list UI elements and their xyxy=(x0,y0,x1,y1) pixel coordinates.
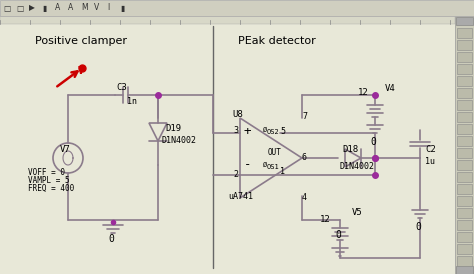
Text: 2: 2 xyxy=(233,170,238,179)
Text: Ø: Ø xyxy=(263,162,267,168)
Bar xyxy=(457,136,472,146)
Text: 7: 7 xyxy=(302,112,307,121)
Text: 1: 1 xyxy=(280,167,285,176)
Text: D19: D19 xyxy=(165,124,181,133)
Text: D1N4002: D1N4002 xyxy=(162,136,197,145)
Text: 5: 5 xyxy=(280,127,285,136)
Text: 0: 0 xyxy=(370,137,376,147)
Bar xyxy=(457,244,472,254)
Text: D18: D18 xyxy=(342,145,358,154)
Bar xyxy=(457,64,472,74)
Text: I: I xyxy=(107,4,109,13)
Bar xyxy=(457,160,472,170)
Text: 1n: 1n xyxy=(127,97,137,106)
Bar xyxy=(457,172,472,182)
Text: D1N4002: D1N4002 xyxy=(340,162,375,171)
Bar xyxy=(0,16,455,24)
Text: Positive clamper: Positive clamper xyxy=(35,36,127,46)
Text: 0: 0 xyxy=(108,234,114,244)
Text: ▮: ▮ xyxy=(120,4,124,13)
Bar xyxy=(457,88,472,98)
Text: 0: 0 xyxy=(415,222,421,232)
Text: -: - xyxy=(244,158,252,171)
Text: +: + xyxy=(244,125,252,138)
Text: U8: U8 xyxy=(232,110,243,119)
Bar xyxy=(457,40,472,50)
Text: Ø: Ø xyxy=(263,127,267,133)
Text: OS2: OS2 xyxy=(267,129,280,135)
Text: 12: 12 xyxy=(320,215,331,224)
Bar xyxy=(457,208,472,218)
Text: OUT: OUT xyxy=(268,148,282,157)
Text: C3: C3 xyxy=(116,83,127,92)
Bar xyxy=(457,148,472,158)
Text: PEak detector: PEak detector xyxy=(238,36,316,46)
Text: V4: V4 xyxy=(385,84,396,93)
Bar xyxy=(457,184,472,194)
Bar xyxy=(456,17,473,25)
Bar xyxy=(457,220,472,230)
Text: ▮: ▮ xyxy=(42,4,46,13)
Text: A: A xyxy=(55,4,60,13)
Bar xyxy=(455,16,474,274)
Text: V5: V5 xyxy=(352,208,363,217)
Text: ▶: ▶ xyxy=(29,4,35,13)
Text: A: A xyxy=(68,4,73,13)
Text: 0: 0 xyxy=(335,230,341,240)
Text: V7: V7 xyxy=(60,145,71,154)
Bar xyxy=(457,76,472,86)
Text: OS1: OS1 xyxy=(267,164,280,170)
Text: 6: 6 xyxy=(302,153,307,162)
Text: C2: C2 xyxy=(425,145,436,154)
Text: VAMPL = 5: VAMPL = 5 xyxy=(28,176,70,185)
Bar xyxy=(456,266,473,274)
Bar xyxy=(457,196,472,206)
Text: 1u: 1u xyxy=(425,157,435,166)
Bar xyxy=(457,28,472,38)
Text: V: V xyxy=(78,66,84,76)
Bar xyxy=(457,112,472,122)
Text: 3: 3 xyxy=(233,126,238,135)
Text: FREQ = 400: FREQ = 400 xyxy=(28,184,74,193)
Bar xyxy=(457,232,472,242)
Bar xyxy=(457,52,472,62)
Bar xyxy=(0,0,474,16)
Bar xyxy=(457,256,472,266)
Text: □: □ xyxy=(3,4,10,13)
Text: uA741: uA741 xyxy=(228,192,253,201)
Text: V: V xyxy=(94,4,99,13)
Text: 12: 12 xyxy=(358,88,369,97)
Text: □: □ xyxy=(16,4,23,13)
Text: VOFF = 0: VOFF = 0 xyxy=(28,168,65,177)
Text: M: M xyxy=(81,4,88,13)
Bar xyxy=(457,124,472,134)
Bar xyxy=(457,100,472,110)
Text: 4: 4 xyxy=(302,193,307,202)
